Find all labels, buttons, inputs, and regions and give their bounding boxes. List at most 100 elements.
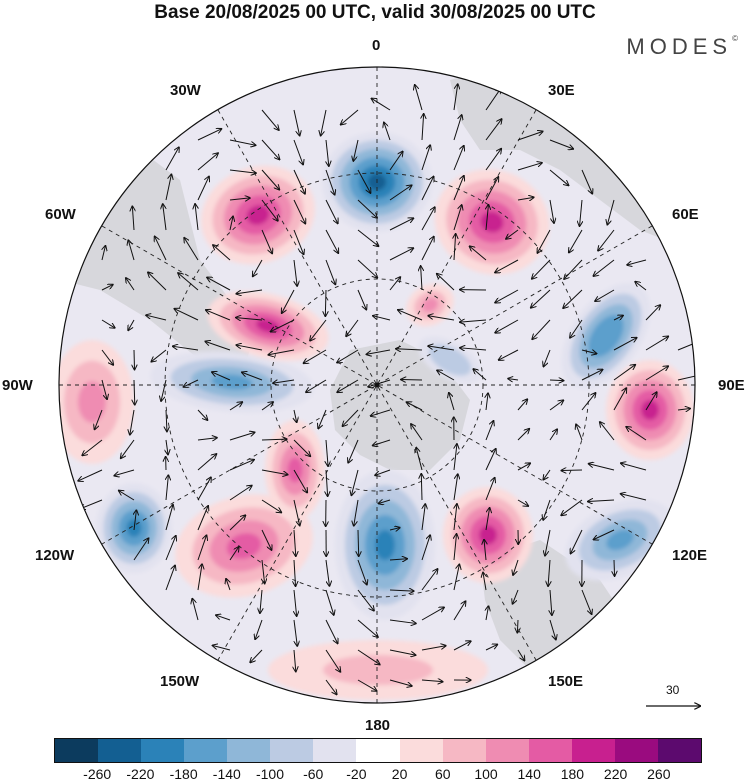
wind-arrow xyxy=(130,409,135,435)
wind-arrow xyxy=(101,349,113,365)
wind-arrow xyxy=(236,289,263,294)
wind-arrow xyxy=(389,277,400,291)
wind-arrow xyxy=(485,89,501,111)
wind-arrow xyxy=(261,229,272,253)
wind-arrow xyxy=(594,529,615,539)
wind-arrow xyxy=(229,486,252,501)
anomaly-contour xyxy=(78,381,106,423)
wind-arrow xyxy=(513,559,519,575)
wind-arrow xyxy=(354,499,359,526)
wind-arrow xyxy=(422,114,424,141)
wind-arrow xyxy=(437,370,455,381)
wind-arrow xyxy=(537,229,551,253)
wind-arrow xyxy=(486,393,488,411)
wind-arrow xyxy=(613,338,637,351)
wind-arrow xyxy=(373,439,391,446)
wind-arrow xyxy=(626,427,647,441)
wind-arrow xyxy=(517,499,528,506)
wind-arrow xyxy=(229,547,239,561)
wind-arrow xyxy=(549,429,557,441)
wind-arrow xyxy=(310,319,327,341)
wind-arrow xyxy=(389,218,413,231)
wind-arrow xyxy=(453,601,465,621)
wind-arrow xyxy=(581,393,595,411)
wind-arrow xyxy=(197,454,216,471)
wind-arrow xyxy=(517,429,529,441)
wind-arrow xyxy=(564,259,583,279)
colorbar-tick-label: -60 xyxy=(303,766,324,782)
wind-arrow xyxy=(550,589,552,615)
wind-arrow xyxy=(416,448,423,471)
colorbar-tick-label: -20 xyxy=(346,766,367,782)
wind-arrow xyxy=(326,139,329,166)
wind-arrow xyxy=(268,349,295,355)
wind-arrow xyxy=(517,163,542,171)
wind-arrow xyxy=(368,379,391,387)
colorbar-tick-label: 140 xyxy=(517,766,541,782)
wind-arrow xyxy=(253,259,263,276)
wind-arrow xyxy=(348,439,359,463)
wind-arrow xyxy=(531,289,551,308)
colorbar-tick-label: -180 xyxy=(169,766,198,782)
wind-arrow xyxy=(645,336,668,351)
wind-arrow xyxy=(569,229,583,252)
label-30w: 30W xyxy=(170,82,201,99)
colorbar-segment xyxy=(227,739,271,762)
wind-arrow xyxy=(645,305,660,321)
anomaly-pos-120W-150W xyxy=(175,494,313,598)
wind-arrow xyxy=(411,424,423,441)
wind-arrow xyxy=(261,109,279,130)
wind-arrow xyxy=(621,463,647,471)
wind-arrow xyxy=(229,402,242,411)
wind-arrow xyxy=(101,319,115,328)
wind-arrow xyxy=(273,380,295,383)
wind-arrow xyxy=(114,469,135,476)
wind-arrow xyxy=(517,619,518,633)
wind-arrow xyxy=(261,439,287,440)
wind-arrow xyxy=(229,139,255,145)
anomaly-contour xyxy=(439,352,461,368)
wind-arrow xyxy=(197,535,206,561)
wind-arrow xyxy=(212,372,231,381)
wind-arrow xyxy=(207,278,231,291)
wind-arrow xyxy=(293,499,300,525)
wind-arrow xyxy=(230,217,233,231)
colorbar-segment xyxy=(614,739,658,762)
wind-arrow xyxy=(82,439,103,455)
wind-arrow xyxy=(677,409,690,410)
wind-arrow xyxy=(598,229,615,251)
colorbar-segment xyxy=(55,739,99,762)
wind-arrow xyxy=(161,379,167,401)
wind-arrow xyxy=(262,559,265,583)
wind-arrow xyxy=(421,607,444,621)
wind-arrow xyxy=(677,373,695,381)
wind-arrow xyxy=(485,177,498,201)
wind-arrow xyxy=(351,469,359,495)
wind-arrow xyxy=(379,500,391,503)
anomaly-pos-30E-60E xyxy=(434,169,550,275)
anomaly-contour xyxy=(375,530,395,560)
wind-arrow xyxy=(581,169,592,194)
wind-arrow xyxy=(421,177,434,201)
wind-arrow xyxy=(261,469,288,475)
wind-arrow xyxy=(453,146,464,171)
anomaly-neg-60E-90E xyxy=(561,283,651,389)
wind-arrow xyxy=(293,439,310,456)
wind-arrow xyxy=(600,422,615,441)
wind-arrow xyxy=(155,237,167,261)
brand-logo: MODES© xyxy=(626,34,738,60)
wind-arrow xyxy=(341,109,359,124)
colorbar-tick-label: 220 xyxy=(603,766,628,782)
wind-arrow xyxy=(293,619,297,646)
wind-arrow xyxy=(282,289,295,313)
label-150e: 150E xyxy=(548,673,584,690)
wind-arrow xyxy=(326,439,328,466)
wind-arrow xyxy=(197,409,207,420)
wind-arrow xyxy=(236,318,263,320)
wind-arrow xyxy=(197,177,209,201)
wind-arrow xyxy=(449,393,455,411)
wind-arrow xyxy=(229,170,256,173)
anomaly-neg-inner-30E xyxy=(418,336,482,384)
wind-arrow xyxy=(589,464,615,471)
wind-arrow xyxy=(250,649,263,662)
